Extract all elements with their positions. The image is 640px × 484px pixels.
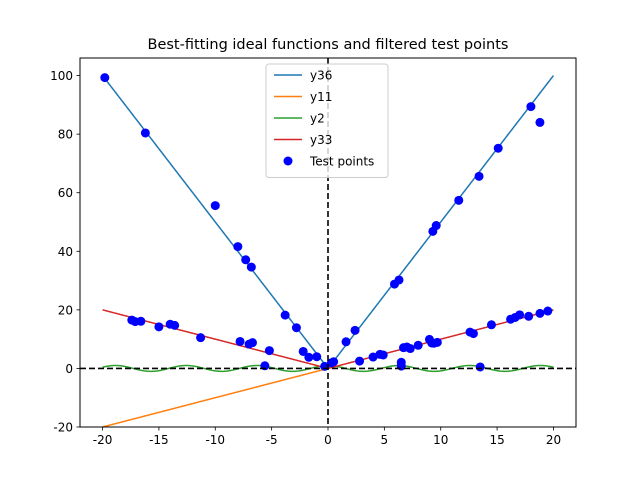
x-tick-label: 15: [489, 433, 504, 447]
test-point-marker: [140, 128, 150, 138]
test-point-marker: [136, 316, 146, 326]
test-point-marker: [475, 362, 485, 372]
test-point-marker: [298, 346, 308, 356]
x-tick-label: -15: [149, 433, 169, 447]
test-point-marker: [515, 310, 525, 320]
plot-frame: [79, 57, 577, 428]
y-tick-label: 100: [50, 69, 73, 83]
test-point-marker: [170, 320, 180, 330]
test-point-marker: [394, 275, 404, 285]
y-tick-label: 40: [58, 245, 73, 259]
test-point-marker: [405, 344, 415, 354]
test-point-marker: [304, 352, 314, 362]
test-point-marker: [431, 221, 441, 231]
test-point-marker: [233, 242, 243, 252]
test-point-marker: [355, 356, 365, 366]
x-tick-label: -10: [205, 433, 225, 447]
legend-label: y2: [310, 112, 325, 126]
test-point-marker: [396, 361, 406, 371]
legend-marker-test-points: [283, 156, 293, 166]
y-tick-label: 80: [58, 128, 73, 142]
chart-title: Best-fitting ideal functions and filtere…: [148, 37, 509, 53]
legend: y36 y11 y2 y33 Test points: [265, 63, 389, 178]
test-point-marker: [210, 201, 220, 211]
test-point-marker: [535, 117, 545, 127]
x-tick-label: 20: [546, 433, 561, 447]
test-point-marker: [100, 73, 110, 83]
y-tick-label: -20: [53, 421, 73, 435]
x-tick-label: -20: [93, 433, 113, 447]
x-tick-label: 0: [324, 433, 332, 447]
x-tick-label: 10: [433, 433, 448, 447]
test-point-marker: [526, 102, 536, 112]
y-tick-label: 0: [65, 362, 73, 376]
test-point-marker: [535, 308, 545, 318]
test-point-marker: [329, 357, 339, 367]
test-point-marker: [350, 325, 360, 335]
reference-lines-layer: [80, 58, 576, 427]
x-tick-label: 5: [381, 433, 389, 447]
test-point-marker: [432, 337, 442, 347]
ticks-layer: -20 -15 -10 -5 0 5 10 15 20 -20 0 20 40 60 80 100: [50, 69, 561, 447]
test-point-marker: [454, 195, 464, 205]
legend-label: Test points: [309, 155, 374, 169]
test-point-marker: [246, 262, 256, 272]
test-point-marker: [341, 337, 351, 347]
test-point-marker: [413, 340, 423, 350]
legend-box: [265, 63, 389, 178]
legend-label: y36: [310, 69, 332, 83]
legend-label: y33: [310, 133, 332, 147]
test-point-marker: [291, 323, 301, 333]
y-tick-label: 20: [58, 303, 73, 317]
test-point-marker: [543, 306, 553, 316]
legend-label: y11: [310, 90, 332, 104]
x-tick-label: -5: [266, 433, 278, 447]
test-point-marker: [264, 346, 274, 356]
test-point-marker: [247, 338, 257, 348]
test-point-marker: [493, 143, 503, 153]
test-point-marker: [378, 350, 388, 360]
test-point-marker: [368, 352, 378, 362]
test-point-marker: [241, 255, 251, 265]
test-point-marker: [196, 333, 206, 343]
series-line-y11: [102, 367, 329, 428]
test-point-marker: [486, 320, 496, 330]
test-point-marker: [280, 310, 290, 320]
test-point-marker: [468, 329, 478, 339]
test-point-marker: [235, 336, 245, 346]
test-point-marker: [312, 352, 322, 362]
test-point-marker: [474, 171, 484, 181]
y-tick-label: 60: [58, 186, 73, 200]
test-point-marker: [154, 322, 164, 332]
test-point-marker: [524, 311, 534, 321]
